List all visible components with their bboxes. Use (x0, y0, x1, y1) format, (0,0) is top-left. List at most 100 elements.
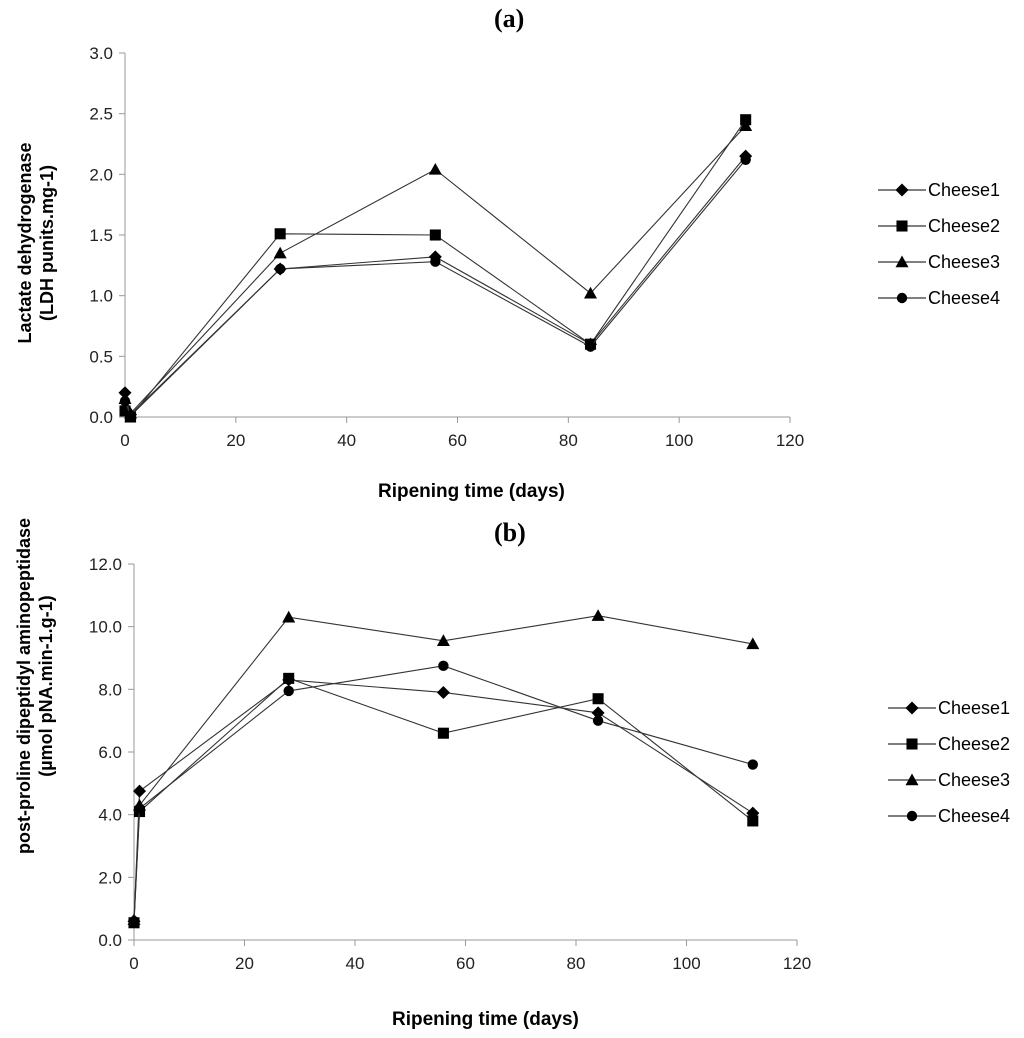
panel-a-series-cheese2 (119, 114, 752, 423)
legend-marker-circle (906, 810, 918, 822)
panel-b-series-cheese2 (128, 672, 759, 929)
panel-a-y-tick-label: 1.0 (89, 287, 113, 306)
panel-b-data-point-cheese3 (746, 637, 760, 650)
legend-swatch (878, 292, 926, 304)
panel-b-x-tick-label: 100 (672, 954, 700, 973)
panel-b-x-tick-label: 20 (235, 954, 254, 973)
legend-marker-square (896, 220, 908, 232)
legend-item-cheese2: Cheese2 (886, 732, 1024, 756)
panel-a-data-point-cheese4 (119, 396, 131, 407)
legend-label: Cheese2 (928, 216, 1001, 236)
panel-a-x-tick-label: 60 (448, 431, 467, 450)
panel-a-data-point-cheese4 (740, 154, 751, 165)
panel-a-series-cheese4 (119, 154, 751, 421)
panel-a-data-point-cheese4 (585, 341, 596, 352)
panel-b-x-tick-label: 60 (456, 954, 475, 973)
panel-a-y-tick-label: 0.5 (89, 347, 113, 366)
panel-b-x-tick-label: 0 (129, 954, 138, 973)
panel-b-x-axis-title: Ripening time (days) (392, 1009, 579, 1030)
panel-b-data-point-cheese4 (592, 715, 604, 726)
panel-a-x-tick-label: 40 (337, 431, 356, 450)
legend-item-cheese1: Cheese1 (876, 178, 1024, 202)
panel-b-data-point-cheese1 (133, 784, 147, 798)
panel-a-y-tick-label: 2.0 (89, 165, 113, 184)
panel-a-data-point-cheese2 (274, 228, 286, 240)
legend-item-cheese4: Cheese4 (886, 804, 1024, 828)
legend-marker-circle (896, 292, 908, 304)
panel-b-x-tick-label: 80 (567, 954, 586, 973)
panel-b-series-cheese3 (127, 609, 760, 925)
panel-a-y-tick-label: 3.0 (89, 44, 113, 63)
panel-b-y-tick-label: 6.0 (98, 743, 122, 762)
legend-item-cheese3: Cheese3 (886, 768, 1024, 792)
panel-b-label: (b) (494, 518, 526, 547)
legend-swatch (878, 183, 926, 197)
panel-a-series-line-cheese1 (124, 155, 747, 416)
legend-label: Cheese1 (938, 698, 1011, 718)
panel-b-data-point-cheese4 (283, 685, 294, 697)
panel-b-data-point-cheese4 (134, 803, 145, 814)
legend-label: Cheese1 (928, 180, 1001, 200)
panel-a-series-line-cheese4 (124, 159, 747, 417)
panel-a-y-tick-label: 0.0 (89, 408, 113, 427)
legend-marker-diamond (905, 701, 919, 715)
panel-a-data-point-cheese3 (273, 246, 287, 259)
panel-a-data-point-cheese3 (584, 286, 597, 299)
legend-swatch (878, 255, 926, 268)
panel-a-data-point-cheese4 (430, 256, 441, 267)
panel-b-series-line-cheese2 (133, 677, 754, 923)
panel-b-x-tick-label: 120 (783, 954, 811, 973)
panel-a-x-tick-label: 0 (120, 431, 129, 450)
panel-a-series-cheese1 (118, 149, 753, 422)
legend-item-cheese4: Cheese4 (876, 286, 1024, 310)
panel-a-label: (a) (494, 4, 525, 33)
legend-swatch (888, 810, 936, 822)
panel-b-data-point-cheese2 (283, 672, 295, 684)
panel-b-data-point-cheese3 (282, 610, 296, 623)
panel-b-data-point-cheese4 (128, 916, 140, 927)
panel-a-data-point-cheese2 (429, 229, 441, 241)
panel-b-y-tick-label: 4.0 (98, 806, 122, 825)
legend-label: Cheese4 (928, 288, 1001, 308)
panel-b-y-tick-label: 12.0 (89, 555, 122, 574)
panel-b-x-tick-label: 40 (346, 954, 365, 973)
panel-a-x-tick-label: 80 (559, 431, 578, 450)
panel-b-data-point-cheese4 (747, 759, 758, 770)
panel-b-series-line-cheese4 (133, 665, 753, 922)
panel-b-data-point-cheese3 (436, 634, 450, 646)
panel-b-data-point-cheese4 (438, 660, 449, 672)
panel-a-x-tick-label: 20 (226, 431, 245, 450)
panel-b-y-tick-label: 10.0 (89, 618, 122, 637)
panel-a-x-tick-label: 120 (776, 431, 804, 450)
panel-a-data-point-cheese4 (274, 263, 286, 275)
panel-a-data-point-cheese4 (125, 410, 136, 421)
panel-b-series-cheese4 (128, 660, 758, 927)
legend-marker-square (906, 738, 918, 750)
panel-a-data-point-cheese3 (428, 162, 442, 175)
panel-b-y-tick-label: 0.0 (98, 931, 122, 950)
legend-swatch (878, 220, 926, 232)
panel-a-series-cheese3 (118, 119, 753, 419)
panel-a-y-tick-label: 1.5 (89, 226, 113, 245)
legend-item-cheese2: Cheese2 (876, 214, 1024, 238)
panel-b-data-point-cheese2 (747, 815, 759, 827)
panel-b-y-tick-label: 8.0 (98, 680, 122, 699)
panel-b-data-point-cheese1 (591, 706, 605, 720)
panel-b-data-point-cheese2 (592, 693, 604, 705)
panel-a-data-point-cheese2 (119, 405, 131, 417)
panel-b-y-tick-label: 2.0 (98, 868, 122, 887)
legend-item-cheese3: Cheese3 (876, 250, 1024, 274)
legend-label: Cheese3 (938, 770, 1011, 790)
legend-swatch (888, 738, 936, 750)
panel-b-series-cheese1 (127, 673, 760, 928)
legend-label: Cheese4 (938, 806, 1011, 826)
legend-swatch (888, 701, 936, 715)
legend-marker-diamond (895, 183, 909, 197)
panel-a-data-point-cheese3 (739, 119, 753, 131)
legend-swatch (888, 773, 936, 786)
legend-label: Cheese3 (928, 252, 1001, 272)
legend-item-cheese1: Cheese1 (886, 696, 1024, 720)
panel-a-x-tick-label: 100 (665, 431, 693, 450)
legend-label: Cheese2 (938, 734, 1011, 754)
